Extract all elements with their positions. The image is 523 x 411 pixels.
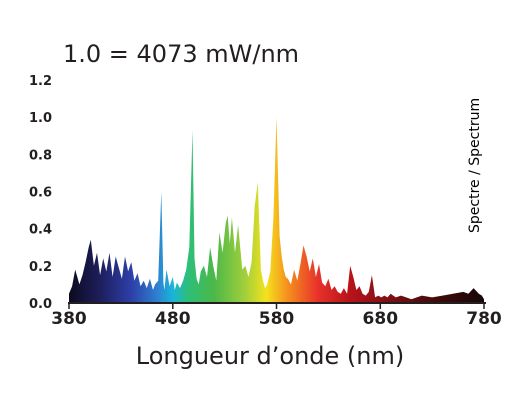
y-tick-label: 0.0: [29, 297, 52, 312]
y-tick-label: 0.6: [29, 186, 52, 201]
y-tick-label: 0.8: [29, 148, 52, 163]
x-tick-label: 780: [466, 309, 502, 329]
x-tick-label: 480: [155, 309, 191, 329]
x-tick-label: 680: [363, 309, 399, 329]
x-axis-ticks: 380 480 580 680 780: [51, 303, 502, 329]
y-axis-ticks: 0.0 0.2 0.4 0.6 0.8 1.0 1.2: [29, 74, 52, 312]
y-tick-label: 0.4: [29, 223, 52, 238]
spectrum-area: [69, 117, 484, 303]
spectrum-side-label: Spectre / Spectrum: [467, 98, 483, 233]
x-tick-label: 580: [259, 309, 295, 329]
y-tick-label: 1.0: [29, 111, 52, 126]
x-tick-label: 380: [51, 309, 87, 329]
y-tick-label: 0.2: [29, 260, 52, 275]
x-axis-label: Longueur d’onde (nm): [136, 342, 404, 370]
y-tick-label: 1.2: [29, 74, 52, 89]
chart-title: 1.0 = 4073 mW/nm: [63, 40, 299, 68]
